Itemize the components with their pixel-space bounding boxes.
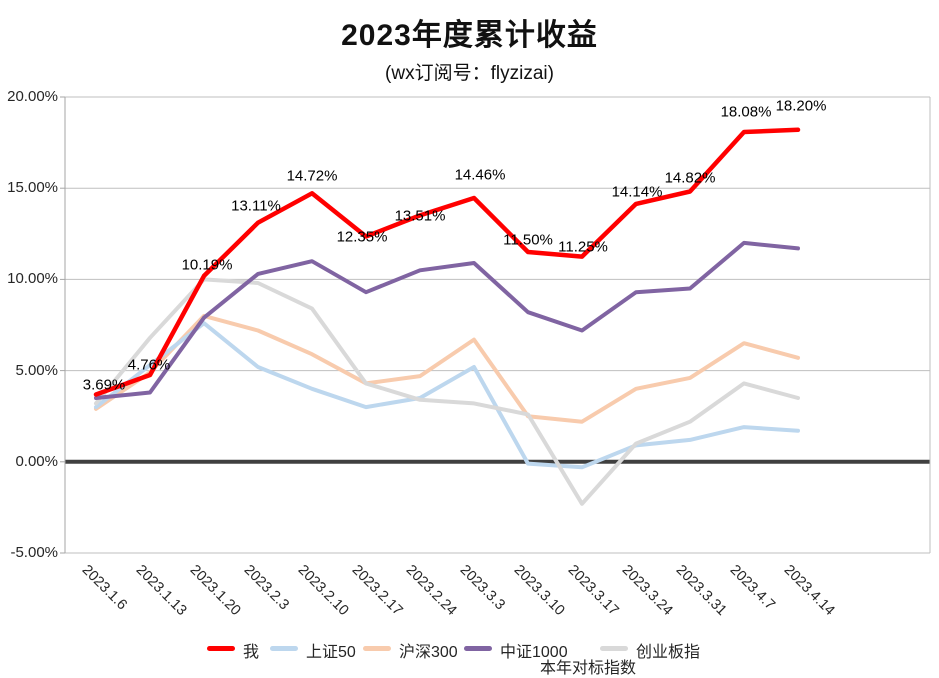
data-label: 14.82% <box>664 169 716 187</box>
series-line-1 <box>94 321 800 470</box>
y-tick-label: 5.00% <box>15 361 58 379</box>
data-label: 10.19% <box>181 256 233 274</box>
legend-swatch <box>464 646 492 651</box>
data-label: 4.76% <box>127 356 171 374</box>
legend-label: 创业板指 <box>636 644 701 661</box>
chart-subtitle: (wx订阅号：flyzizai) <box>385 63 554 84</box>
legend-swatch <box>270 646 298 651</box>
data-label: 13.11% <box>231 197 281 215</box>
legend-label: 沪深300 <box>399 644 458 661</box>
legend-label: 上证50 <box>306 644 356 661</box>
y-tick-label: 15.00% <box>7 179 58 197</box>
series-line-3 <box>94 240 800 400</box>
y-tick-label: 20.00% <box>7 88 58 105</box>
legend-swatch <box>600 646 628 651</box>
legend-label: 我 <box>243 644 260 661</box>
series-line-2 <box>94 313 800 424</box>
data-label: 14.46% <box>454 166 506 184</box>
legend-swatch <box>207 646 235 651</box>
data-label: 11.25% <box>558 238 608 256</box>
data-label: 18.08% <box>720 103 772 121</box>
legend-note: 本年对标指数 <box>540 660 637 677</box>
data-label: 13.51% <box>394 207 446 225</box>
y-tick-label: 0.00% <box>15 452 58 470</box>
chart-title: 2023年度累计收益 <box>341 19 598 52</box>
legend-label: 中证1000 <box>500 644 568 661</box>
y-tick-label: 10.00% <box>7 270 58 288</box>
data-label: 11.50% <box>503 231 553 249</box>
data-label: 3.69% <box>82 376 126 394</box>
series-line-0 <box>93 127 801 397</box>
data-label: 14.14% <box>611 183 663 201</box>
y-tick-label: -5.00% <box>10 544 58 561</box>
series-line-4 <box>94 277 800 506</box>
data-label: 12.35% <box>336 228 388 246</box>
data-label: 18.20% <box>775 97 827 115</box>
legend-swatch <box>363 646 391 651</box>
data-label: 14.72% <box>286 167 338 185</box>
